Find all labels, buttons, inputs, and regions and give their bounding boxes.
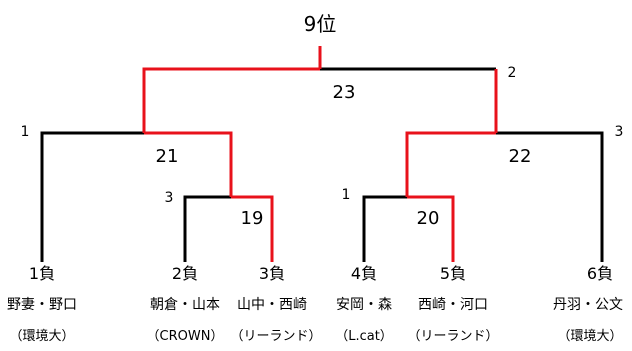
seed-right-mid: 3 <box>614 124 624 140</box>
bracket-line-team4 <box>362 195 407 262</box>
team-4-names: 安岡・森 <box>336 297 392 313</box>
team-4-result: 4負 <box>350 264 378 283</box>
bracket-line-winner21 <box>142 67 320 133</box>
page-title: 9位 <box>303 12 337 36</box>
bracket-line-team3 <box>231 195 274 262</box>
seed-left-top: 1 <box>20 124 30 140</box>
team-3-org: （リーランド） <box>230 329 322 344</box>
team-6-org: （環境大） <box>557 329 623 344</box>
bracket-line-team6 <box>496 131 604 262</box>
seed-left-mid: 3 <box>164 190 174 206</box>
match-number-19: 19 <box>240 208 264 229</box>
team-2-names: 朝倉・山本 <box>150 297 220 313</box>
team-2-result: 2負 <box>171 264 199 283</box>
team-5-result: 5負 <box>439 264 467 283</box>
bracket-line-team5 <box>407 195 455 262</box>
team-4-org: （L.cat） <box>335 329 393 344</box>
bracket-line-winner20 <box>405 131 496 197</box>
team-6-names: 丹羽・公文 <box>553 297 623 313</box>
bracket-line-team2 <box>183 195 231 262</box>
team-2-org: （CROWN） <box>146 329 224 344</box>
team-5-names: 西崎・河口 <box>418 297 488 313</box>
seed-right-top: 2 <box>507 65 517 81</box>
team-1-org: （環境大） <box>9 329 75 344</box>
bracket-line-team1 <box>40 131 144 262</box>
team-1-result: 1負 <box>28 264 56 283</box>
team-3-names: 山中・西崎 <box>237 297 307 313</box>
match-number-23: 23 <box>332 82 356 103</box>
match-number-22: 22 <box>508 146 532 167</box>
team-6-result: 6負 <box>586 264 614 283</box>
team-1-names: 野妻・野口 <box>7 297 77 313</box>
match-number-20: 20 <box>416 208 440 229</box>
team-3-result: 3負 <box>258 264 286 283</box>
match-number-21: 21 <box>155 146 179 167</box>
bracket-line-winner19 <box>144 131 233 197</box>
seed-center-mid: 1 <box>341 187 351 203</box>
team-5-org: （リーランド） <box>407 329 499 344</box>
